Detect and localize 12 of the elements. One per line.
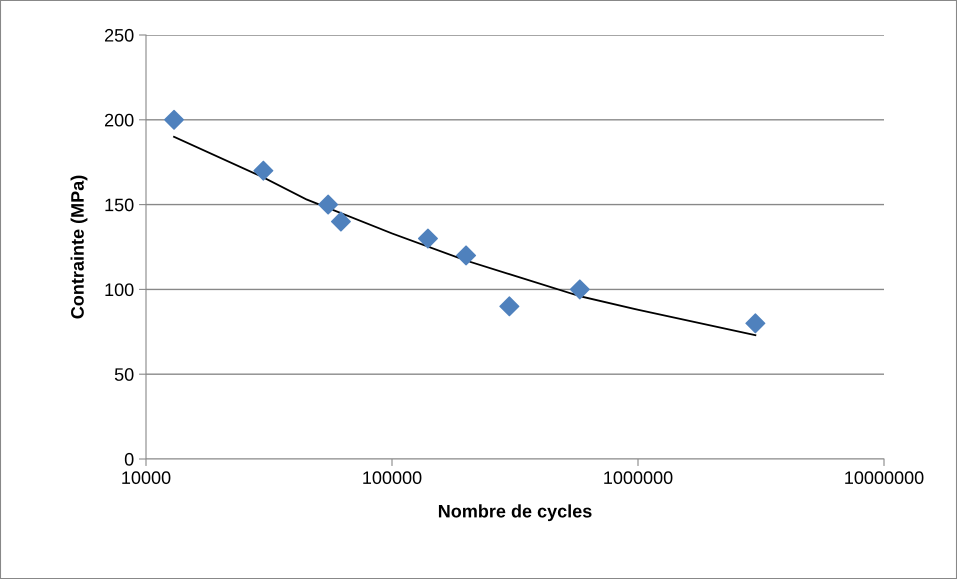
y-tick-label: 150 xyxy=(105,198,134,212)
x-tick-label: 100000 xyxy=(363,471,422,484)
x-tick-label: 1000000 xyxy=(604,471,672,484)
x-axis-title: Nombre de cycles xyxy=(438,504,592,522)
y-axis-title: Contrainte (MPa) xyxy=(70,176,88,318)
x-tick-label: 10000000 xyxy=(845,471,924,484)
y-tick-label: 50 xyxy=(114,368,134,381)
y-tick-label: 0 xyxy=(124,452,134,466)
y-tick-label: 250 xyxy=(104,28,134,42)
x-tick-label: 10000 xyxy=(122,471,170,484)
y-tick-label: 200 xyxy=(104,114,134,127)
y-tick-label: 100 xyxy=(105,283,134,296)
